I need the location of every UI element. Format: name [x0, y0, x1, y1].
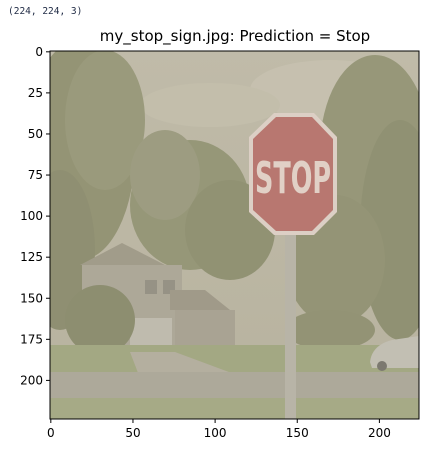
x-tick-label: 50 [125, 426, 140, 440]
y-tick-label: 150 [20, 291, 43, 305]
photo-stop-sign: STOP [25, 40, 437, 419]
x-tick-label: 0 [47, 426, 55, 440]
y-tick-label: 75 [28, 168, 43, 182]
y-tick-label: 200 [20, 373, 43, 387]
y-tick-label: 25 [28, 86, 43, 100]
y-axis: 0 25 50 75 100 125 150 175 200 [20, 45, 50, 388]
x-tick-label: 100 [204, 426, 227, 440]
y-tick-label: 100 [20, 209, 43, 223]
y-tick-label: 0 [35, 45, 43, 59]
y-tick-label: 175 [20, 332, 43, 346]
x-tick-label: 150 [286, 426, 309, 440]
y-tick-label: 125 [20, 250, 43, 264]
y-tick-label: 50 [28, 127, 43, 141]
x-axis: 0 50 100 150 200 [47, 419, 391, 440]
x-tick-label: 200 [368, 426, 391, 440]
